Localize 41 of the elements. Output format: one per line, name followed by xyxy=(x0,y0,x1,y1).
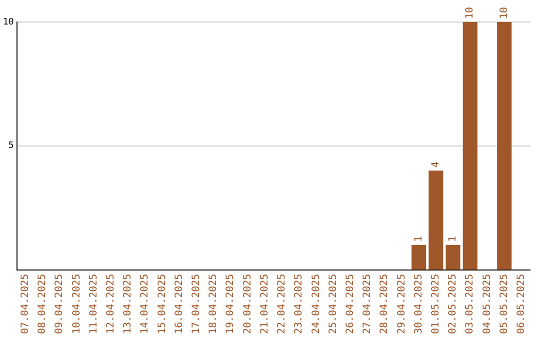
x-tick-label: 10.04.2025 xyxy=(71,274,82,334)
x-tick-label: 25.04.2025 xyxy=(328,274,339,334)
x-tick-label: 17.04.2025 xyxy=(191,274,202,334)
x-tick-label: 23.04.2025 xyxy=(294,274,305,334)
x-tick-label: 16.04.2025 xyxy=(174,274,185,334)
x-tick-label: 22.04.2025 xyxy=(276,274,288,334)
x-tick-label: 12.04.2025 xyxy=(106,274,117,334)
data-label: 10 xyxy=(464,6,476,19)
x-tick-label: 02.05.2025 xyxy=(448,274,459,334)
x-tick-label: 19.04.2025 xyxy=(225,274,236,334)
data-label: 1 xyxy=(413,236,424,242)
x-tick-label: 29.04.2025 xyxy=(396,274,408,334)
x-tick-label: 28.04.2025 xyxy=(379,274,390,334)
x-tick-label: 26.04.2025 xyxy=(344,274,356,334)
x-tick-label: 27.04.2025 xyxy=(362,274,374,334)
x-tick-label: 30.04.2025 xyxy=(413,274,424,334)
data-label: 1 xyxy=(448,236,459,242)
bar xyxy=(446,245,460,270)
x-tick-label: 07.04.2025 xyxy=(20,274,31,334)
x-tick-label: 09.04.2025 xyxy=(54,274,66,334)
x-tick-label: 21.04.2025 xyxy=(259,274,270,334)
bar xyxy=(412,245,426,270)
x-tick-label: 20.04.2025 xyxy=(242,274,254,334)
data-label: 4 xyxy=(430,162,442,168)
x-tick-label: 11.04.2025 xyxy=(88,274,100,334)
bar xyxy=(428,170,444,270)
x-tick-label: 14.04.2025 xyxy=(140,274,151,334)
y-tick-label: 5 xyxy=(8,141,14,152)
x-tick-label: 04.05.2025 xyxy=(482,274,493,334)
x-tick-label: 05.05.2025 xyxy=(498,274,510,334)
x-tick-label: 13.04.2025 xyxy=(122,274,134,334)
x-tick-label: 06.05.2025 xyxy=(516,274,528,334)
bar xyxy=(497,22,512,270)
x-tick-label: 01.05.2025 xyxy=(430,274,442,334)
x-tick-label: 18.04.2025 xyxy=(208,274,220,334)
x-tick-label: 15.04.2025 xyxy=(156,274,168,334)
x-tick-label: 08.04.2025 xyxy=(37,274,48,334)
bar xyxy=(462,22,478,270)
x-tick-label: 03.05.2025 xyxy=(464,274,476,334)
x-tick-label: 24.04.2025 xyxy=(310,274,322,334)
data-label: 10 xyxy=(498,6,510,19)
